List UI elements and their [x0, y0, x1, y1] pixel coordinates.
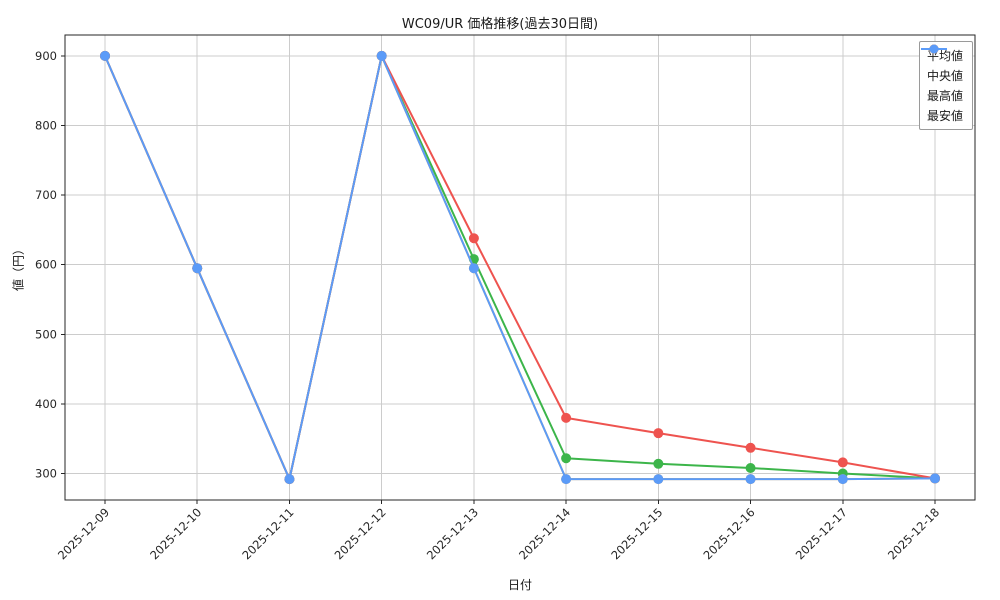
- series-line: [104, 54, 936, 481]
- series-marker: [468, 263, 479, 274]
- x-tick-label: 2025-12-18: [885, 505, 942, 562]
- x-axis-label: 日付: [507, 578, 533, 592]
- series-marker: [653, 428, 664, 439]
- y-tick-label: 900: [35, 49, 57, 63]
- legend-label: 最高値: [926, 89, 963, 103]
- x-tick-label: 2025-12-14: [516, 505, 573, 562]
- series-marker: [561, 474, 572, 485]
- y-tick-label: 800: [35, 118, 57, 132]
- series-marker: [653, 458, 664, 469]
- x-tick-label: 2025-12-15: [608, 505, 665, 562]
- series-marker: [745, 474, 756, 485]
- series-marker: [561, 412, 572, 423]
- x-tick-label: 2025-12-10: [147, 505, 204, 562]
- series-marker: [561, 453, 572, 464]
- series-marker: [745, 462, 756, 473]
- legend-label: 最安値: [926, 109, 963, 123]
- series-marker: [100, 50, 110, 61]
- x-tick-label: 2025-12-13: [424, 505, 481, 562]
- series-marker: [468, 233, 479, 244]
- series-marker: [192, 263, 203, 274]
- series-marker: [930, 473, 940, 484]
- series-marker: [745, 442, 756, 453]
- series-marker: [837, 457, 848, 468]
- x-tick-label: 2025-12-09: [55, 505, 112, 562]
- legend-item: 最高値: [920, 44, 963, 104]
- x-tick-label: 2025-12-16: [701, 505, 758, 562]
- legend: 平均値 中央値 最高値 最安値: [918, 41, 973, 130]
- y-tick-label: 600: [35, 258, 57, 272]
- series-line: [104, 54, 936, 481]
- y-tick-label: 500: [35, 327, 57, 341]
- series-marker: [837, 474, 848, 485]
- chart-title: WC09/UR 価格推移(過去30日間): [401, 17, 599, 32]
- series-line: [104, 54, 936, 481]
- y-tick-label: 400: [35, 397, 57, 411]
- series-marker: [376, 50, 387, 61]
- y-tick-label: 300: [35, 467, 57, 481]
- y-tick-label: 700: [35, 188, 57, 202]
- series-marker: [653, 474, 664, 485]
- axes-spines: [64, 34, 976, 501]
- legend-item: 最安値: [920, 44, 963, 124]
- x-tick-label: 2025-12-11: [239, 505, 296, 562]
- legend-item: 中央値: [920, 44, 963, 84]
- series-marker: [284, 474, 295, 485]
- legend-swatch: [920, 44, 947, 54]
- x-tick-label: 2025-12-12: [332, 505, 389, 562]
- x-tick-label: 2025-12-17: [793, 505, 850, 562]
- series-line: [104, 54, 936, 481]
- legend-label: 中央値: [926, 69, 963, 83]
